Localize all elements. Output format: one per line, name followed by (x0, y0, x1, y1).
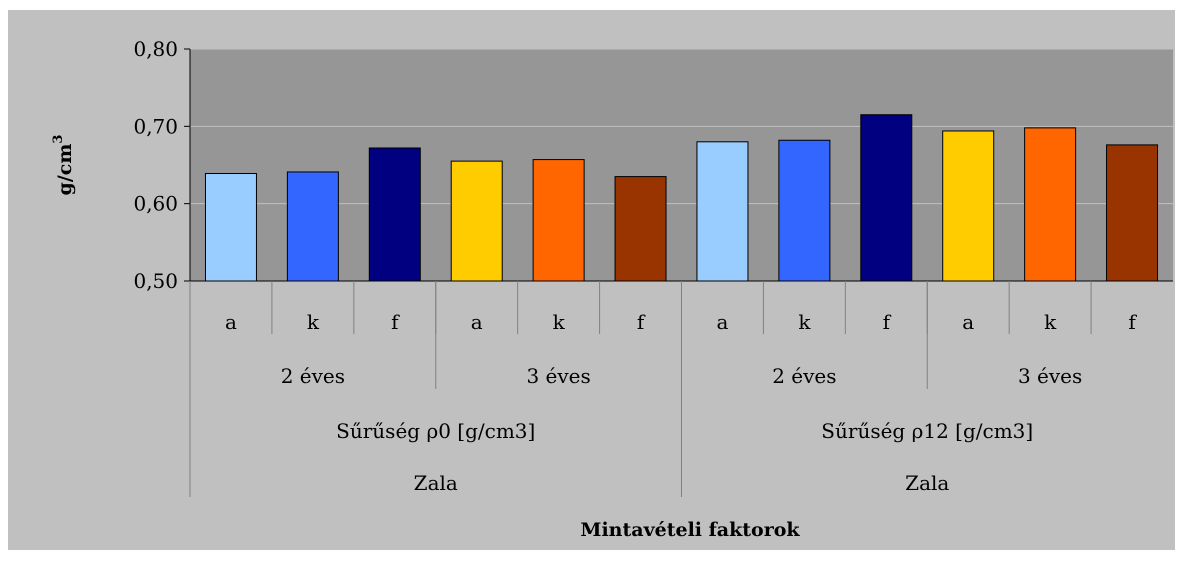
x-category-label: f (637, 310, 646, 334)
bar (1024, 127, 1077, 282)
x-category-label: a (962, 310, 974, 334)
bar (450, 160, 503, 282)
plot-area (190, 49, 1173, 281)
x-category-label: f (391, 310, 400, 334)
x-axis-title: Mintavételi faktorok (580, 519, 800, 541)
x-category-label: a (716, 310, 728, 334)
x-group-label: Zala (905, 471, 949, 495)
x-category-label: k (553, 310, 566, 334)
bar (368, 147, 421, 282)
x-category-label: k (798, 310, 811, 334)
bar (1106, 144, 1159, 282)
y-axis-title-text: g/cm (54, 144, 76, 196)
y-axis-title-superscript: 3 (51, 135, 66, 144)
bar (942, 130, 995, 282)
x-group-label: 2 éves (281, 364, 345, 388)
y-axis-title: g/cm3 (51, 135, 76, 196)
y-tick-label: 0,80 (133, 37, 178, 61)
bar (286, 171, 339, 282)
y-tick-labels: 0,50 0,60 0,70 0,80 (133, 37, 178, 293)
bar (696, 141, 749, 282)
y-tick-label: 0,50 (133, 269, 178, 293)
x-category-label: f (1128, 310, 1137, 334)
x-group-label: 2 éves (772, 364, 836, 388)
x-group-label: Sűrűség ρ12 [g/cm3] (821, 419, 1033, 443)
x-group-label: Sűrűség ρ0 [g/cm3] (336, 419, 535, 443)
bar (778, 139, 831, 282)
x-category-label: k (307, 310, 320, 334)
x-group-label: Zala (414, 471, 458, 495)
x-group-label: 3 éves (1018, 364, 1082, 388)
bar (532, 159, 585, 282)
bars (204, 114, 1159, 282)
x-category-label: f (883, 310, 892, 334)
x-category-label: a (225, 310, 237, 334)
bar (860, 114, 913, 282)
x-group-labels: 2 éves 3 éves 2 éves 3 éves Sűrűség ρ0 [g/cm… (189, 281, 1082, 497)
bar (204, 173, 257, 282)
y-tick-label: 0,60 (133, 192, 178, 216)
gridlines (190, 48, 1173, 205)
x-category-label: a (471, 310, 483, 334)
x-group-label: 3 éves (526, 364, 590, 388)
y-tick-label: 0,70 (133, 114, 178, 138)
x-category-label: k (1044, 310, 1057, 334)
bar (614, 176, 667, 282)
